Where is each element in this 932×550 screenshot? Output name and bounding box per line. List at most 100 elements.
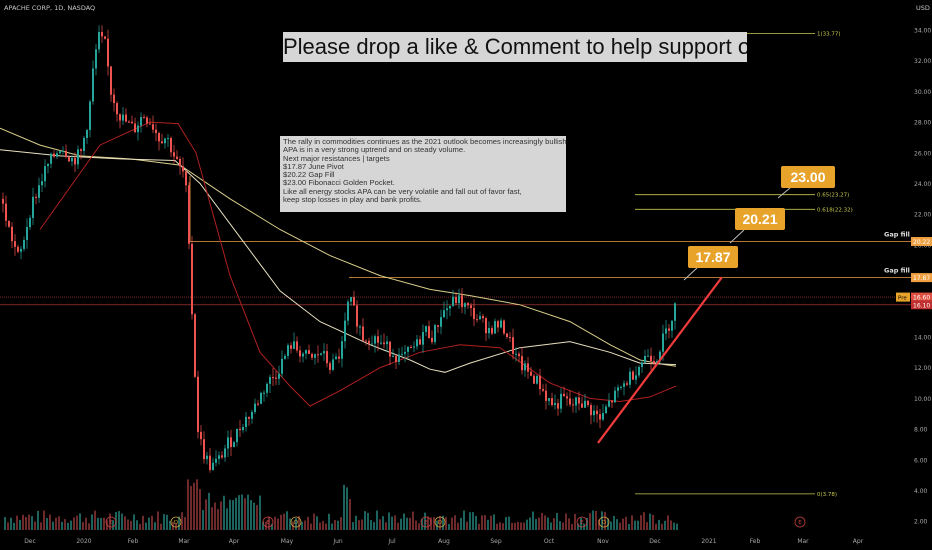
volume-bar xyxy=(352,522,354,530)
candle-body xyxy=(551,398,553,406)
candle-body xyxy=(635,375,637,380)
candle-body xyxy=(461,295,463,308)
volume-bar xyxy=(193,482,195,530)
candle-body xyxy=(542,389,544,391)
volume-bar xyxy=(250,500,252,530)
candle-body xyxy=(164,138,166,144)
target-tag-17-87: 17.87 xyxy=(688,246,738,268)
volume-bar xyxy=(370,520,372,530)
gap-fill-label: Gap fill xyxy=(884,267,910,275)
volume-bar xyxy=(76,515,78,530)
candle-body xyxy=(209,455,211,470)
candle-body xyxy=(161,141,163,144)
volume-bar xyxy=(253,502,255,530)
analysis-note: The rally in commodities continues as th… xyxy=(280,136,566,212)
y-tick-label: 26.00 xyxy=(914,150,931,157)
volume-bar xyxy=(52,521,54,530)
candle-body xyxy=(131,121,133,124)
volume-bar xyxy=(34,521,36,530)
volume-bar xyxy=(61,521,63,530)
candle-body xyxy=(668,328,670,331)
y-tick-label: 2.00 xyxy=(914,519,928,526)
candle-body xyxy=(404,351,406,354)
candle-body xyxy=(299,350,301,357)
volume-bar xyxy=(460,517,462,530)
volume-bar xyxy=(229,499,231,530)
volume-bar xyxy=(151,515,153,530)
volume-bar xyxy=(277,518,279,530)
candle-body xyxy=(254,403,256,412)
volume-bar xyxy=(481,515,483,530)
x-tick-label: Mar xyxy=(797,538,809,545)
volume-bar xyxy=(565,513,567,530)
event-marker xyxy=(576,516,588,528)
volume-bar xyxy=(343,484,345,530)
candle-body xyxy=(338,356,340,359)
volume-bar xyxy=(388,512,390,530)
candle-body xyxy=(527,363,529,372)
event-marker xyxy=(598,516,610,528)
volume-bar xyxy=(571,523,573,530)
volume-bar xyxy=(598,519,600,530)
y-tick-label: 32.00 xyxy=(914,58,931,65)
volume-bar xyxy=(262,521,264,530)
candle-body xyxy=(506,333,508,338)
event-marker-label: D xyxy=(294,520,298,526)
volume-bar xyxy=(442,515,444,530)
candle-body xyxy=(269,377,271,384)
axis-label-price-text: 16.60 xyxy=(913,295,930,302)
candle-body xyxy=(335,356,337,360)
volume-bar xyxy=(424,512,426,530)
candle-body xyxy=(290,345,292,349)
volume-bar xyxy=(82,522,84,530)
volume-bar xyxy=(55,517,57,530)
volume-bar xyxy=(241,494,243,530)
volume-bar xyxy=(406,517,408,530)
candle-body xyxy=(65,150,67,157)
volume-bar xyxy=(541,513,543,530)
candle-body xyxy=(311,353,313,358)
candle-body xyxy=(638,366,640,376)
volume-bar xyxy=(37,510,39,530)
candle-body xyxy=(545,390,547,401)
candle-body xyxy=(479,316,481,320)
candle-body xyxy=(629,371,631,385)
candle-body xyxy=(191,243,193,315)
candle-body xyxy=(257,403,259,405)
candle-body xyxy=(497,321,499,328)
volume-bar xyxy=(232,500,234,530)
candle-body xyxy=(167,138,169,140)
volume-bar xyxy=(463,510,465,530)
candle-body xyxy=(107,38,109,67)
candle-body xyxy=(143,117,145,119)
volume-bar xyxy=(139,523,141,530)
candle-body xyxy=(50,153,52,164)
x-tick-label: Aug xyxy=(438,538,450,545)
volume-bar xyxy=(7,522,9,530)
x-tick-label: Jun xyxy=(332,538,343,545)
volume-bar xyxy=(19,520,21,530)
candle-body xyxy=(518,353,520,357)
volume-bar xyxy=(205,499,207,530)
candle-body xyxy=(509,337,511,339)
volume-bar xyxy=(223,495,225,530)
fib-level-label: 0.618(22.32) xyxy=(817,207,853,213)
volume-bar xyxy=(238,495,240,530)
candle-body xyxy=(134,123,136,133)
event-marker-label: E xyxy=(798,520,802,526)
candle-body xyxy=(455,296,457,304)
candle-body xyxy=(365,340,367,342)
candle-body xyxy=(422,332,424,345)
volume-bar xyxy=(646,522,648,530)
candle-body xyxy=(446,308,448,311)
volume-bar xyxy=(169,520,171,530)
volume-bar xyxy=(574,513,576,530)
candle-body xyxy=(56,153,58,157)
event-marker-label: D xyxy=(602,520,606,526)
note-line: $23.00 Fibonacci Golden Pocket. xyxy=(283,178,395,188)
candle-body xyxy=(101,32,103,37)
volume-bar xyxy=(499,522,501,530)
volume-bar xyxy=(355,515,357,530)
